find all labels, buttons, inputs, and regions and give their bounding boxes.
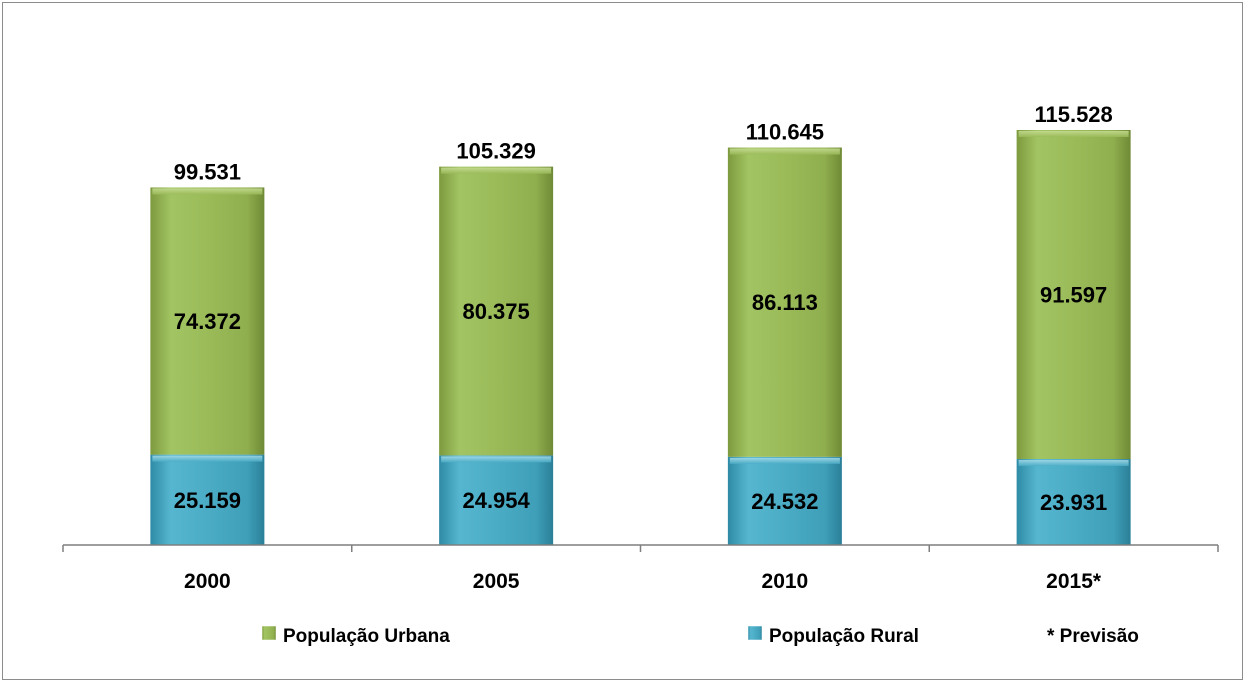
data-label-urban: 86.113 bbox=[752, 290, 818, 315]
data-label-total: 105.329 bbox=[456, 139, 536, 164]
x-tick-label: 2010 bbox=[762, 570, 809, 593]
legend-swatch bbox=[261, 625, 277, 641]
bar-urban-2005 bbox=[439, 166, 554, 456]
bar-urban-2010 bbox=[727, 147, 842, 457]
bar-rural-2000 bbox=[150, 454, 265, 545]
data-label-rural: 24.954 bbox=[462, 488, 530, 513]
data-label-rural: 23.931 bbox=[1040, 490, 1107, 515]
x-tick-label: 2000 bbox=[184, 570, 231, 593]
bar-urban-bevel bbox=[1018, 131, 1129, 137]
legend-item-rural: População Rural bbox=[747, 625, 919, 647]
x-tick-label: 2005 bbox=[473, 570, 520, 593]
bar-urban-bevel bbox=[441, 167, 552, 174]
legend-swatch bbox=[747, 625, 763, 641]
data-label-urban: 74.372 bbox=[174, 309, 241, 334]
legend-label: População Rural bbox=[769, 626, 919, 647]
bar-urban-2000 bbox=[150, 187, 265, 455]
bar-rural-bevel bbox=[729, 457, 840, 464]
bar-rural-2015* bbox=[1016, 459, 1131, 545]
legend-label: População Urbana bbox=[283, 626, 450, 647]
data-label-total: 99.531 bbox=[174, 159, 241, 184]
data-label-rural: 24.532 bbox=[751, 489, 818, 514]
bar-rural-2010 bbox=[727, 456, 842, 545]
data-label-total: 115.528 bbox=[1034, 102, 1112, 127]
bar-rural-bevel bbox=[152, 455, 263, 462]
bar-urban-2015* bbox=[1016, 130, 1131, 460]
bar-urban-bevel bbox=[152, 188, 263, 195]
x-tick-label: 2015* bbox=[1046, 570, 1102, 593]
bar-rural-2005 bbox=[439, 455, 554, 545]
data-label-urban: 80.375 bbox=[462, 299, 529, 324]
data-label-rural: 25.159 bbox=[174, 488, 241, 513]
bar-urban-bevel bbox=[729, 148, 840, 155]
legend-item-urban: População Urbana bbox=[261, 625, 450, 647]
bar-rural-bevel bbox=[1018, 460, 1129, 467]
data-label-total: 110.645 bbox=[746, 120, 824, 145]
data-label-urban: 91.597 bbox=[1040, 283, 1107, 308]
bar-rural-bevel bbox=[441, 456, 552, 463]
forecast-note: * Previsão bbox=[1047, 626, 1139, 647]
